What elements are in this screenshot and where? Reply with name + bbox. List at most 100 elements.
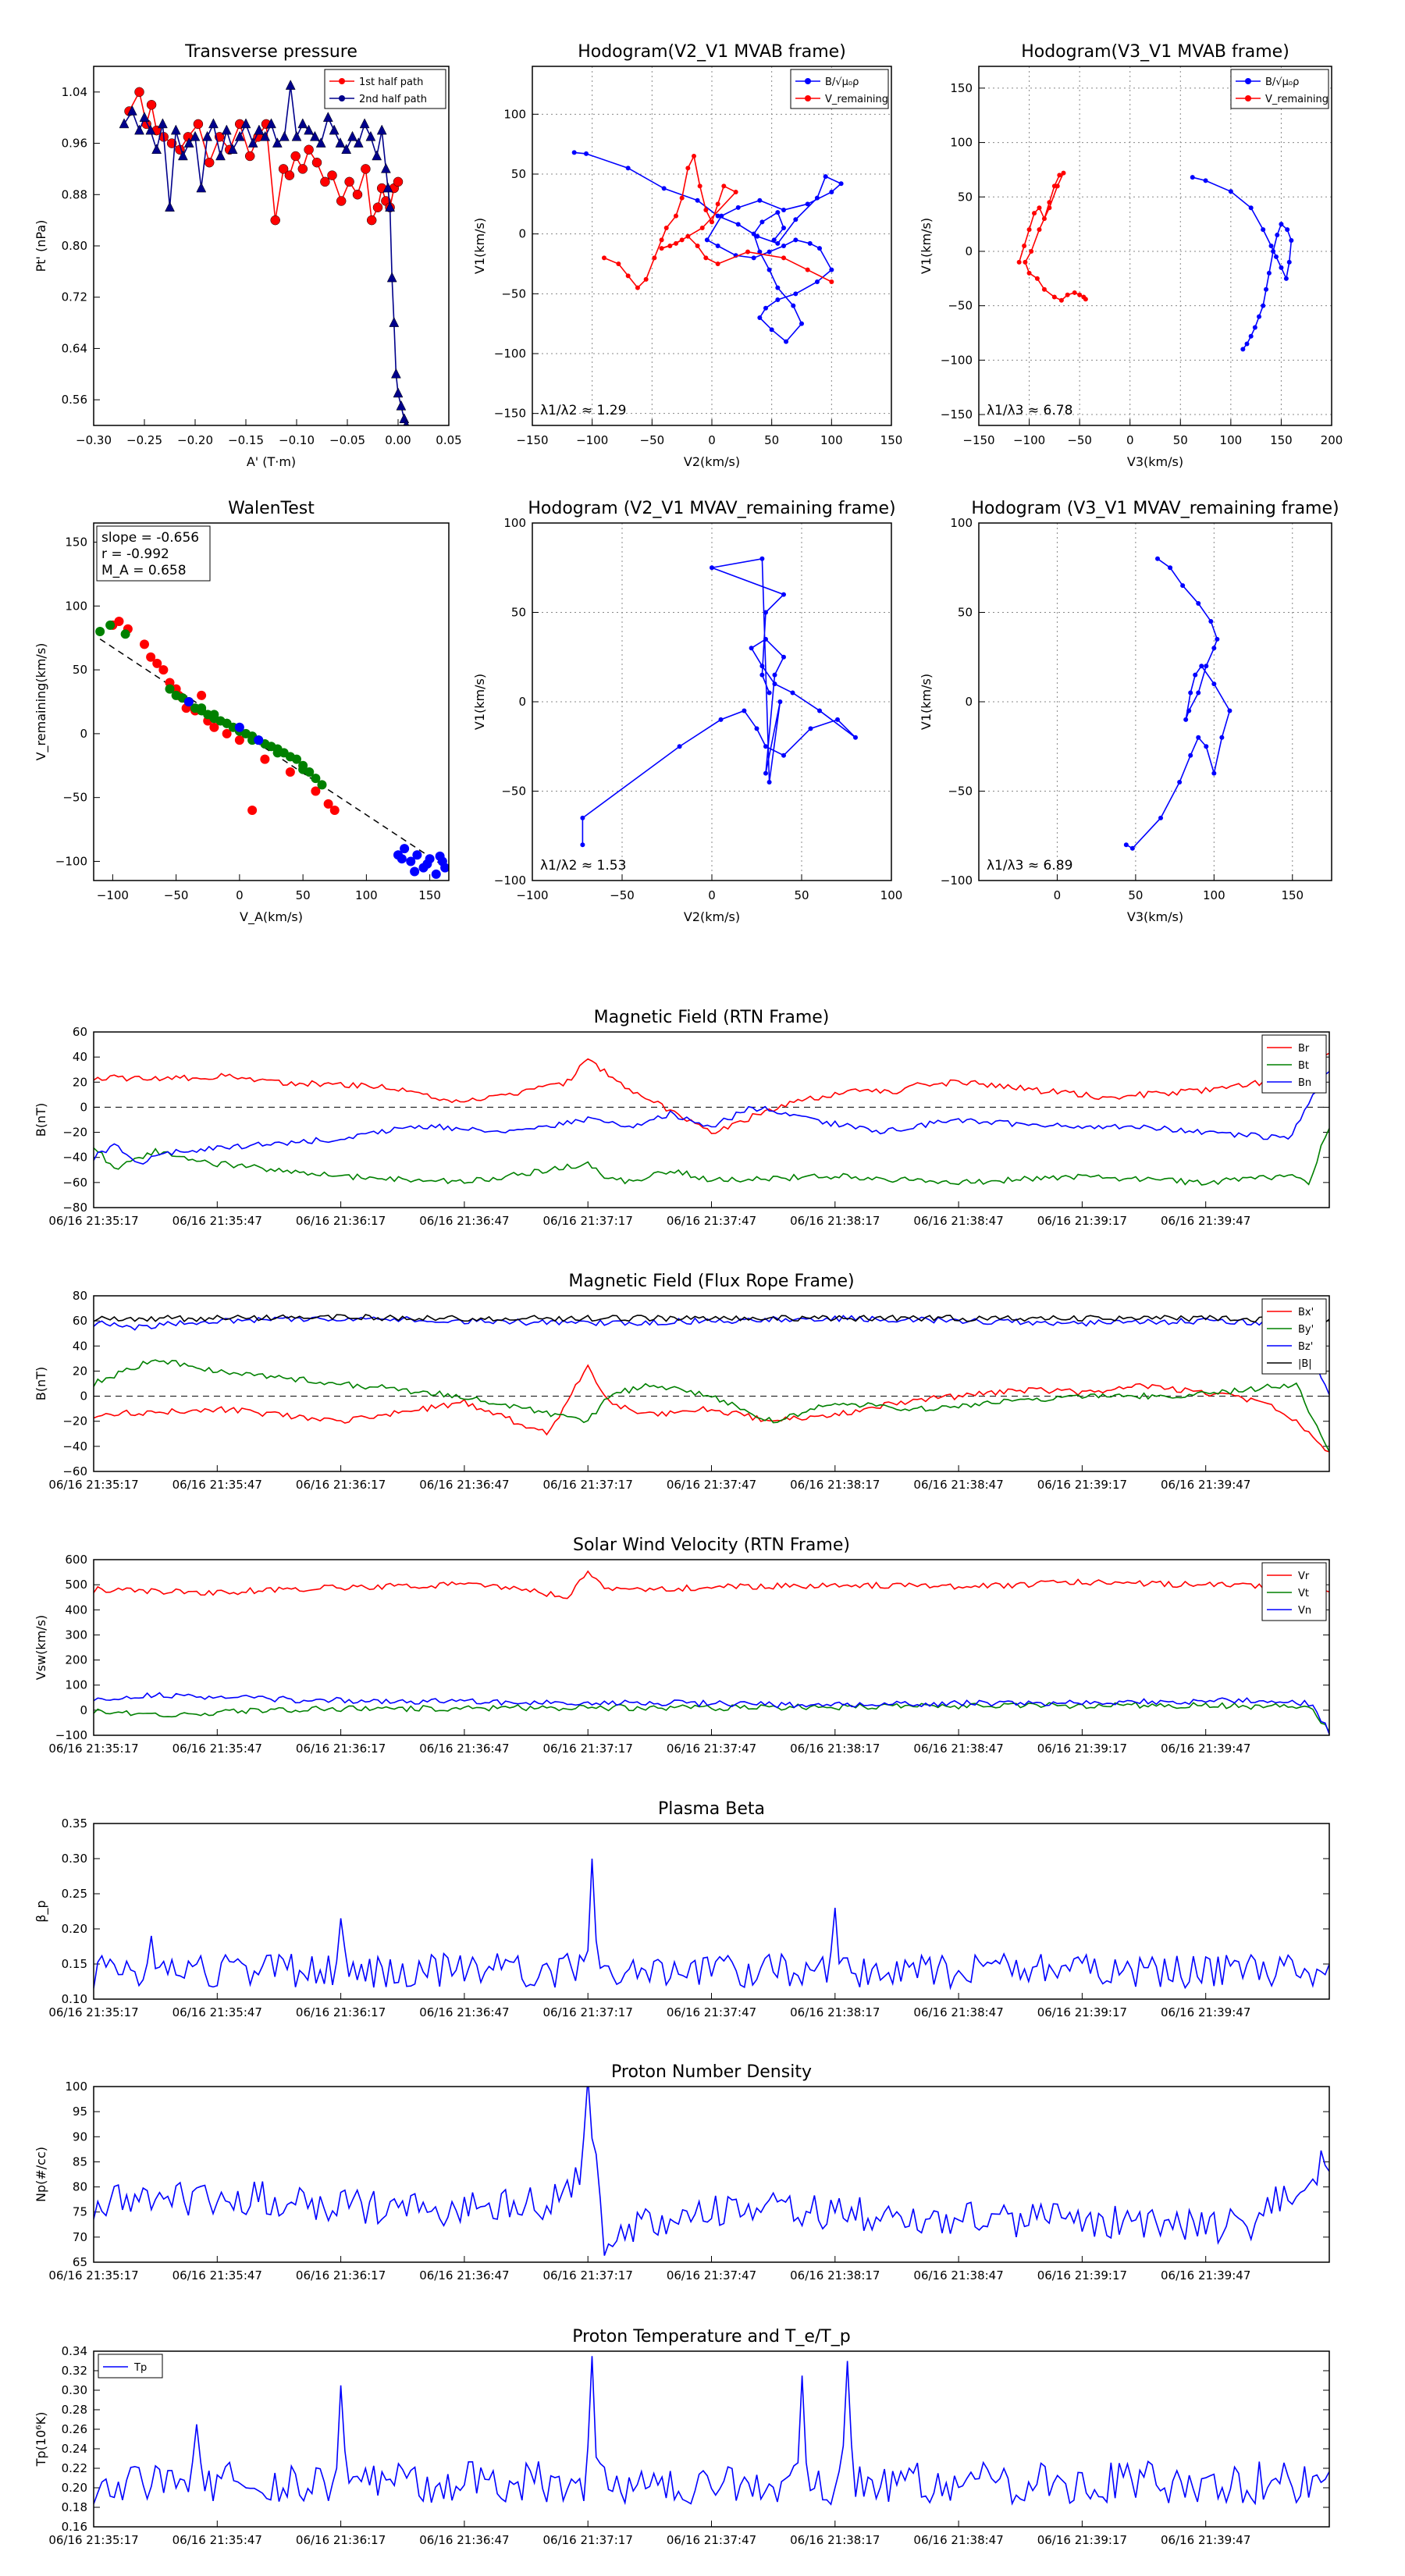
data-point bbox=[695, 244, 700, 248]
series-line-Tp bbox=[94, 2356, 1329, 2506]
data-point bbox=[699, 226, 705, 230]
data-point bbox=[1034, 276, 1040, 281]
data-point bbox=[659, 237, 664, 243]
x-tick-label: 06/16 21:39:17 bbox=[1037, 2005, 1127, 2019]
data-point bbox=[397, 854, 407, 864]
data-point bbox=[742, 708, 747, 713]
data-point bbox=[1275, 233, 1280, 238]
series-line-βp bbox=[94, 1858, 1329, 1991]
y-tick-label: 95 bbox=[73, 2105, 87, 2119]
x-axis-label: V3(km/s) bbox=[1127, 909, 1183, 924]
data-point bbox=[222, 718, 232, 728]
axes-frame bbox=[93, 522, 450, 881]
data-point bbox=[1286, 259, 1292, 265]
x-tick-label: 06/16 21:39:47 bbox=[1161, 2533, 1250, 2547]
data-point bbox=[1129, 845, 1135, 851]
data-point bbox=[177, 150, 188, 161]
y-tick-label: 0.80 bbox=[62, 239, 87, 253]
data-point bbox=[260, 754, 270, 764]
data-point bbox=[759, 672, 765, 678]
data-point bbox=[209, 710, 219, 720]
data-point bbox=[1268, 244, 1274, 248]
data-point bbox=[1240, 347, 1246, 352]
x-tick-label: 06/16 21:37:17 bbox=[543, 2005, 633, 2019]
x-tick-label: 06/16 21:39:47 bbox=[1161, 1214, 1250, 1228]
x-tick-label: 06/16 21:38:17 bbox=[790, 1742, 880, 1756]
x-tick-label: 0.05 bbox=[436, 433, 461, 447]
legend-label: V_remaining bbox=[825, 94, 888, 105]
x-tick-label: 06/16 21:35:47 bbox=[173, 1478, 262, 1492]
data-point bbox=[1248, 333, 1254, 339]
data-point bbox=[697, 183, 702, 189]
x-tick-label: 06/16 21:36:47 bbox=[419, 1742, 509, 1756]
x-tick-label: 06/16 21:35:47 bbox=[173, 2533, 262, 2547]
data-point bbox=[775, 210, 781, 215]
x-tick-label: 06/16 21:39:17 bbox=[1037, 1214, 1127, 1228]
data-point bbox=[703, 255, 709, 261]
axes-frame bbox=[93, 2086, 1330, 2263]
y-tick-label: 0 bbox=[80, 727, 87, 741]
data-point bbox=[317, 780, 327, 790]
x-tick-label: 150 bbox=[1281, 888, 1304, 902]
data-point bbox=[329, 124, 340, 135]
x-tick-label: 06/16 21:37:17 bbox=[543, 1214, 633, 1228]
data-point bbox=[721, 183, 727, 189]
data-point bbox=[829, 267, 834, 272]
data-point bbox=[1264, 286, 1269, 292]
data-point bbox=[284, 170, 295, 180]
y-tick-label: 150 bbox=[65, 535, 87, 550]
data-point bbox=[625, 273, 631, 279]
data-point bbox=[799, 321, 804, 326]
y-tick-label: 0 bbox=[80, 1703, 87, 1717]
x-tick-label: 06/16 21:38:47 bbox=[913, 2005, 1003, 2019]
y-tick-label: −20 bbox=[62, 1414, 87, 1429]
plot-area bbox=[94, 1858, 1329, 1991]
data-point bbox=[1016, 259, 1022, 265]
fr-panel: Magnetic Field (Flux Rope Frame) B(nT) −60… bbox=[34, 1272, 1330, 1492]
data-point bbox=[1037, 205, 1042, 211]
h1-panel: −150 −100 −50 0 50 100 150 −150 −100 −50 0 50 100 Hod… bbox=[472, 42, 902, 469]
data-point bbox=[244, 151, 255, 162]
y-tick-label: −50 bbox=[948, 785, 973, 799]
legend-label: B/√μ₀ρ bbox=[1265, 76, 1299, 88]
legend-marker bbox=[805, 78, 811, 84]
x-tick-label: 0 bbox=[1126, 433, 1134, 447]
data-point bbox=[315, 137, 326, 148]
x-tick-label: 06/16 21:39:17 bbox=[1037, 1742, 1127, 1756]
legend-marker bbox=[1245, 95, 1251, 101]
x-tick-label: 06/16 21:36:47 bbox=[419, 2005, 509, 2019]
data-point bbox=[616, 262, 621, 266]
data-point bbox=[372, 202, 383, 212]
data-point bbox=[422, 859, 432, 869]
legend-label: V_remaining bbox=[1265, 94, 1329, 105]
series-line-2nd half path bbox=[123, 85, 407, 425]
data-point bbox=[393, 387, 404, 398]
legend-box bbox=[1261, 1562, 1327, 1621]
x-tick-label: 06/16 21:39:17 bbox=[1037, 2268, 1127, 2282]
y-tick-label: 0 bbox=[518, 695, 526, 709]
data-point bbox=[1196, 601, 1201, 607]
chart-title: Hodogram (V3_V1 MVAV_remaining frame) bbox=[971, 499, 1339, 518]
data-point bbox=[327, 170, 337, 180]
data-point bbox=[1271, 248, 1276, 254]
x-tick-label: −100 bbox=[516, 888, 548, 902]
x-tick-label: 06/16 21:35:47 bbox=[173, 2005, 262, 2019]
y-tick-label: 400 bbox=[65, 1603, 87, 1617]
plot-area bbox=[94, 1570, 1329, 1735]
x-tick-label: 06/16 21:37:47 bbox=[667, 1214, 756, 1228]
data-point bbox=[1203, 178, 1208, 183]
legend-label: Bz' bbox=[1298, 1341, 1313, 1353]
data-point bbox=[311, 157, 322, 168]
legend-box bbox=[1230, 69, 1329, 109]
y-tick-label: 65 bbox=[73, 2255, 87, 2269]
x-tick-label: 06/16 21:38:47 bbox=[913, 2533, 1003, 2547]
x-tick-label: −50 bbox=[164, 888, 189, 902]
y-tick-label: −150 bbox=[494, 407, 526, 421]
data-point bbox=[769, 327, 774, 333]
data-point bbox=[1248, 205, 1254, 211]
data-point bbox=[1188, 690, 1193, 696]
x-tick-label: 06/16 21:37:17 bbox=[543, 2533, 633, 2547]
data-point bbox=[365, 130, 376, 141]
y-axis-label: V1(km/s) bbox=[472, 218, 487, 274]
y-axis-label: Vsw(km/s) bbox=[34, 1615, 48, 1680]
